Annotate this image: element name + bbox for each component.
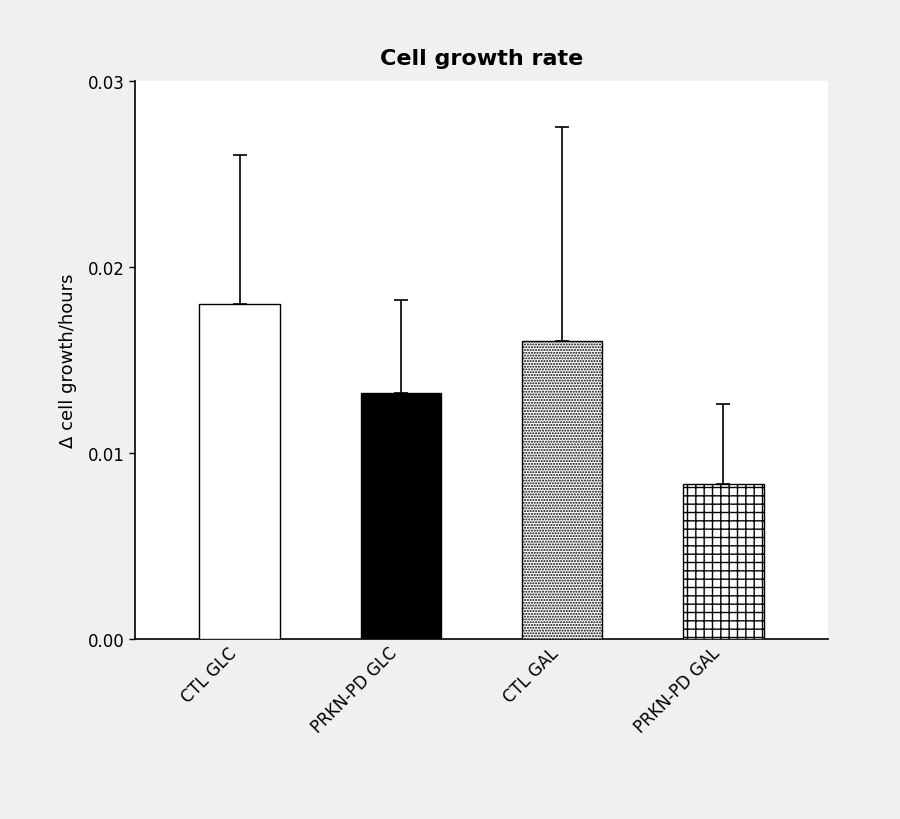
Bar bbox=[522, 342, 602, 639]
Title: Cell growth rate: Cell growth rate bbox=[380, 49, 583, 70]
Bar bbox=[361, 394, 441, 639]
Bar bbox=[683, 485, 763, 639]
Y-axis label: Δ cell growth/hours: Δ cell growth/hours bbox=[58, 274, 76, 447]
Bar bbox=[200, 305, 280, 639]
